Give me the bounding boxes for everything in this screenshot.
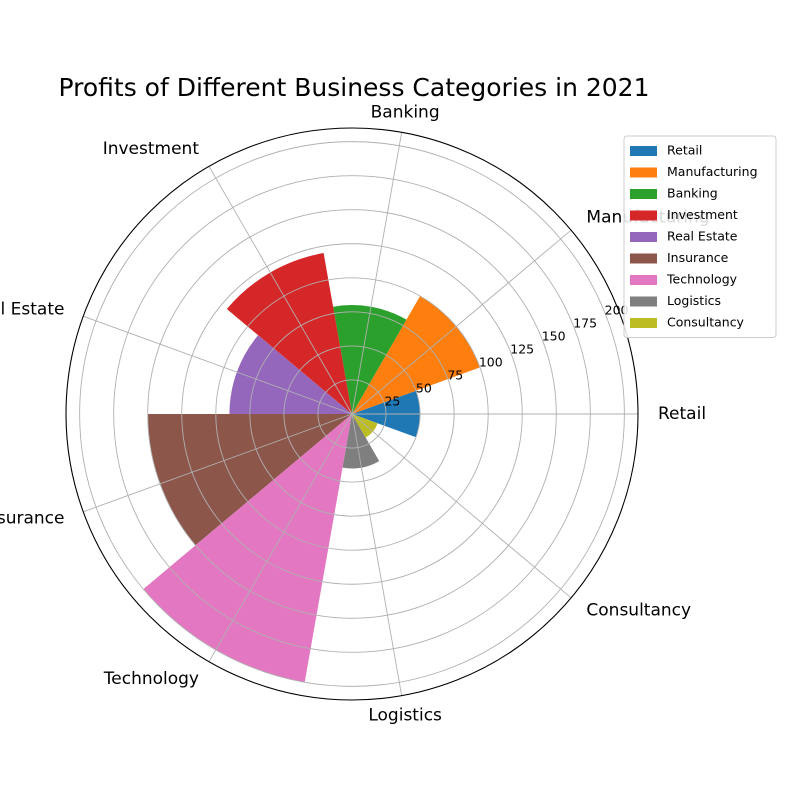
legend-swatch-banking [630, 189, 657, 199]
bar-insurance [147, 414, 352, 546]
grid-spoke [83, 315, 353, 415]
category-label-insurance: Insurance [0, 509, 64, 529]
category-label-retail: Retail [658, 404, 706, 424]
radial-tick-label: 150 [542, 328, 566, 343]
legend-swatch-investment [630, 210, 657, 221]
bars-group [143, 253, 480, 683]
category-label-consultancy: Consultancy [586, 601, 691, 621]
legend: Retail Manufacturing Banking Investment Real… [623, 135, 777, 338]
radial-tick-label: 200 [605, 302, 629, 317]
grid-spoke [351, 132, 403, 415]
grid-spoke [208, 166, 353, 415]
bar-banking [333, 305, 407, 414]
bar-real-estate [229, 335, 352, 414]
legend-label-consultancy: Consultancy [667, 315, 745, 330]
grid-spoke [351, 413, 403, 696]
radial-tick-label: 75 [447, 367, 463, 382]
category-label-real-estate: Real Estate [0, 299, 64, 319]
grid-spoke [83, 413, 353, 513]
legend-label-real-estate: Real Estate [667, 229, 738, 244]
radial-tick-label: 50 [416, 380, 432, 395]
category-label-logistics: Logistics [368, 705, 442, 725]
bar-logistics [342, 414, 380, 469]
legend-swatch-manufacturing [630, 167, 657, 178]
grid-spoke [208, 413, 353, 662]
legend-swatch-technology [630, 275, 657, 285]
category-label-banking: Banking [371, 103, 440, 123]
legend-box [623, 135, 777, 338]
legend-label-logistics: Logistics [667, 293, 721, 308]
radial-tick-label: 125 [510, 341, 534, 356]
legend-swatch-retail [630, 146, 657, 156]
legend-label-retail: Retail [667, 143, 702, 158]
bar-manufacturing [352, 296, 480, 414]
grid-spoke [351, 413, 572, 599]
chart-title: Profits of Different Business Categories… [59, 73, 650, 102]
category-labels-group: RetailManufacturingBankingInvestmentReal… [0, 103, 710, 726]
radial-ticks-group: 25 50 75 100 125 150 175 200 [384, 302, 628, 408]
category-label-technology: Technology [103, 669, 199, 689]
legend-swatch-real-estate [630, 232, 657, 242]
legend-label-technology: Technology [666, 272, 738, 287]
legend-swatch-logistics [630, 296, 657, 307]
legend-label-banking: Banking [667, 186, 718, 201]
polar-frame [65, 127, 639, 701]
legend-swatch-consultancy [630, 318, 657, 328]
grid-spoke [351, 229, 572, 415]
radial-tick-label: 175 [573, 315, 597, 330]
legend-label-insurance: Insurance [667, 250, 729, 265]
radial-tick-label: 25 [384, 393, 400, 408]
legend-swatch-insurance [630, 253, 657, 264]
category-label-investment: Investment [103, 139, 200, 159]
grid-group [65, 127, 639, 701]
legend-label-manufacturing: Manufacturing [667, 164, 758, 179]
radial-tick-label: 100 [479, 354, 503, 369]
legend-label-investment: Investment [667, 207, 738, 222]
